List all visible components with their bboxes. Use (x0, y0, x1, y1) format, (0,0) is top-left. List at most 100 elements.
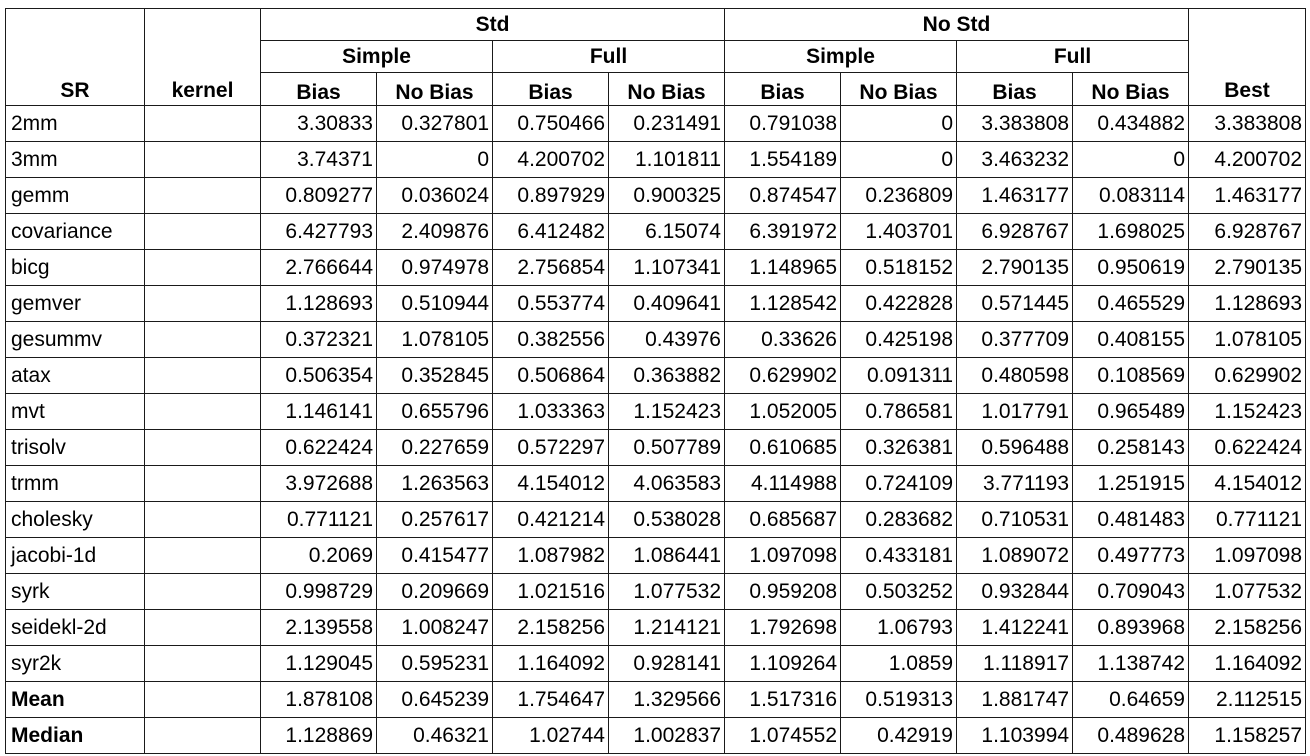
cell-value[interactable]: 0.42919 (840, 717, 957, 754)
cell-sr[interactable]: jacobi-1d (5, 537, 145, 574)
cell-value[interactable]: 0.506864 (492, 357, 609, 394)
cell-value[interactable]: 0.083114 (1072, 177, 1189, 214)
cell-kernel[interactable] (144, 285, 261, 322)
cell-value[interactable]: 0.421214 (492, 501, 609, 538)
cell-value[interactable]: 1.089072 (956, 537, 1073, 574)
cell-value[interactable]: 0.791038 (724, 105, 841, 142)
cell-value[interactable]: 1.128869 (260, 717, 377, 754)
cell-value[interactable]: 0.596488 (956, 429, 1073, 466)
cell-value[interactable]: 1.412241 (956, 609, 1073, 646)
cell-value[interactable]: 0.236809 (840, 177, 957, 214)
cell-kernel[interactable] (144, 213, 261, 250)
cell-value[interactable]: 1.129045 (260, 645, 377, 682)
cell-sr[interactable]: trmm (5, 465, 145, 502)
cell-best[interactable]: 1.158257 (1188, 717, 1306, 754)
cell-value[interactable]: 1.021516 (492, 573, 609, 610)
cell-kernel[interactable] (144, 501, 261, 538)
cell-value[interactable]: 0.893968 (1072, 609, 1189, 646)
cell-value[interactable]: 0.33626 (724, 321, 841, 358)
cell-value[interactable]: 1.077532 (608, 573, 725, 610)
header-kernel[interactable]: kernel (144, 8, 261, 106)
cell-best[interactable]: 0.629902 (1188, 357, 1306, 394)
cell-sr[interactable]: syrk (5, 573, 145, 610)
cell-sr[interactable]: gemm (5, 177, 145, 214)
cell-value[interactable]: 0.036024 (376, 177, 493, 214)
cell-value[interactable]: 1.017791 (956, 393, 1073, 430)
cell-value[interactable]: 0.108569 (1072, 357, 1189, 394)
cell-value[interactable]: 0.874547 (724, 177, 841, 214)
cell-sr[interactable]: seidekl-2d (5, 609, 145, 646)
cell-sr[interactable]: Mean (5, 681, 145, 718)
cell-value[interactable]: 0.950619 (1072, 249, 1189, 286)
cell-value[interactable]: 0.928141 (608, 645, 725, 682)
header-nostd-full[interactable]: Full (956, 40, 1189, 73)
cell-value[interactable]: 1.06793 (840, 609, 957, 646)
cell-value[interactable]: 2.790135 (956, 249, 1073, 286)
cell-value[interactable]: 1.118917 (956, 645, 1073, 682)
header-nostd-simple-nobias[interactable]: No Bias (840, 72, 957, 106)
cell-value[interactable]: 1.097098 (724, 537, 841, 574)
cell-value[interactable]: 0.507789 (608, 429, 725, 466)
cell-value[interactable]: 1.078105 (376, 321, 493, 358)
cell-value[interactable]: 1.754647 (492, 681, 609, 718)
header-nostd-simple[interactable]: Simple (724, 40, 957, 73)
cell-best[interactable]: 2.158256 (1188, 609, 1306, 646)
cell-sr[interactable]: cholesky (5, 501, 145, 538)
cell-best[interactable]: 1.077532 (1188, 573, 1306, 610)
cell-value[interactable]: 1.554189 (724, 141, 841, 178)
cell-value[interactable]: 0.64659 (1072, 681, 1189, 718)
cell-value[interactable]: 1.128693 (260, 285, 377, 322)
cell-value[interactable]: 0.091311 (840, 357, 957, 394)
cell-best[interactable]: 2.112515 (1188, 681, 1306, 718)
cell-kernel[interactable] (144, 393, 261, 430)
cell-value[interactable]: 0.974978 (376, 249, 493, 286)
cell-value[interactable]: 3.463232 (956, 141, 1073, 178)
cell-value[interactable]: 1.329566 (608, 681, 725, 718)
cell-value[interactable]: 1.002837 (608, 717, 725, 754)
cell-best[interactable]: 6.928767 (1188, 213, 1306, 250)
cell-best[interactable]: 0.622424 (1188, 429, 1306, 466)
cell-value[interactable]: 6.928767 (956, 213, 1073, 250)
cell-value[interactable]: 1.109264 (724, 645, 841, 682)
cell-value[interactable]: 0.572297 (492, 429, 609, 466)
cell-value[interactable]: 1.087982 (492, 537, 609, 574)
cell-value[interactable]: 0.377709 (956, 321, 1073, 358)
cell-value[interactable]: 0.481483 (1072, 501, 1189, 538)
cell-sr[interactable]: syr2k (5, 645, 145, 682)
cell-value[interactable]: 0.595231 (376, 645, 493, 682)
cell-value[interactable]: 0.786581 (840, 393, 957, 430)
cell-value[interactable]: 0.771121 (260, 501, 377, 538)
header-std-full[interactable]: Full (492, 40, 725, 73)
cell-value[interactable]: 3.383808 (956, 105, 1073, 142)
cell-value[interactable]: 1.103994 (956, 717, 1073, 754)
header-std-simple[interactable]: Simple (260, 40, 493, 73)
cell-kernel[interactable] (144, 429, 261, 466)
cell-kernel[interactable] (144, 681, 261, 718)
cell-kernel[interactable] (144, 357, 261, 394)
cell-best[interactable]: 4.200702 (1188, 141, 1306, 178)
cell-value[interactable]: 0.283682 (840, 501, 957, 538)
cell-sr[interactable]: atax (5, 357, 145, 394)
cell-best[interactable]: 4.154012 (1188, 465, 1306, 502)
cell-value[interactable]: 0.610685 (724, 429, 841, 466)
cell-best[interactable]: 1.152423 (1188, 393, 1306, 430)
cell-value[interactable]: 0.965489 (1072, 393, 1189, 430)
cell-value[interactable]: 1.148965 (724, 249, 841, 286)
cell-kernel[interactable] (144, 141, 261, 178)
header-std-full-bias[interactable]: Bias (492, 72, 609, 106)
cell-value[interactable]: 0.227659 (376, 429, 493, 466)
header-std-simple-bias[interactable]: Bias (260, 72, 377, 106)
cell-value[interactable]: 1.02744 (492, 717, 609, 754)
cell-kernel[interactable] (144, 321, 261, 358)
cell-sr[interactable]: mvt (5, 393, 145, 430)
cell-value[interactable]: 3.74371 (260, 141, 377, 178)
cell-value[interactable]: 0.408155 (1072, 321, 1189, 358)
cell-value[interactable]: 1.698025 (1072, 213, 1189, 250)
cell-value[interactable]: 1.164092 (492, 645, 609, 682)
cell-value[interactable]: 1.263563 (376, 465, 493, 502)
cell-best[interactable]: 2.790135 (1188, 249, 1306, 286)
header-group-std[interactable]: Std (260, 8, 725, 41)
cell-value[interactable]: 0.519313 (840, 681, 957, 718)
cell-value[interactable]: 0.932844 (956, 573, 1073, 610)
cell-value[interactable]: 0.503252 (840, 573, 957, 610)
